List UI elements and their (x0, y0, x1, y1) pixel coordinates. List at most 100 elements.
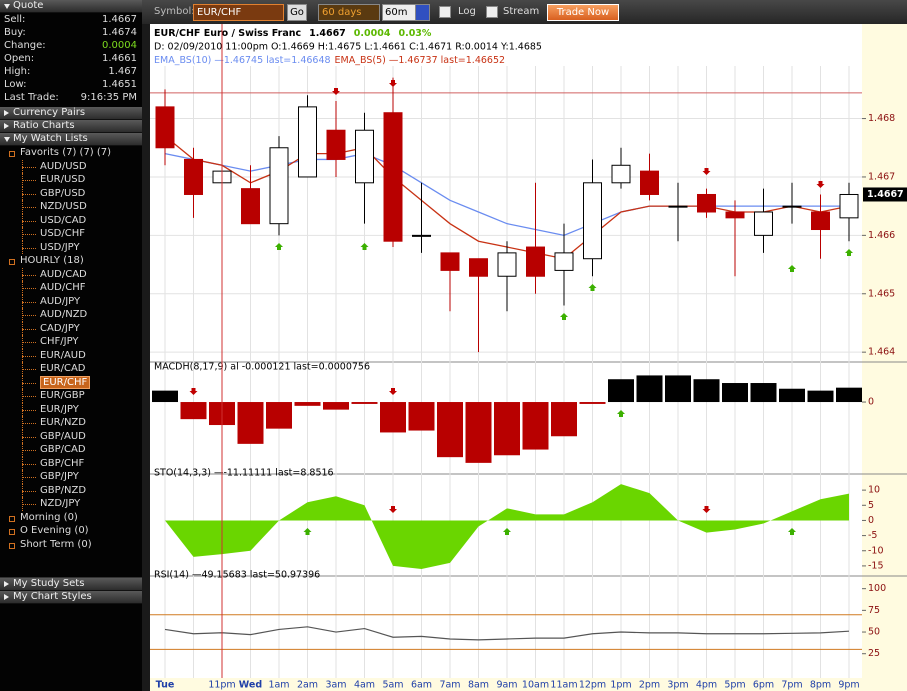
x-tick-label: 1am (268, 680, 289, 691)
candle-body (440, 252, 460, 271)
watch-item[interactable]: AUD/CHF (0, 281, 142, 295)
interval-dropdown[interactable] (415, 4, 430, 21)
candle-body (184, 158, 203, 195)
watch-item[interactable]: EUR/GBP (0, 389, 142, 403)
buy-signal (845, 249, 853, 256)
x-tick-label: 6am (411, 680, 432, 691)
x-tick-label: 11pm (208, 680, 235, 691)
watch-item[interactable]: EUR/JPY (0, 402, 142, 417)
bottom-axis-bg (150, 678, 862, 691)
watch-item[interactable]: CAD/JPY (0, 321, 142, 336)
watch-item[interactable]: GBP/CHF (0, 456, 142, 471)
watch-item[interactable]: USD/JPY (0, 240, 142, 255)
sidebar: Quote Sell: 1.4667 Buy: 1.4674 Change: 0.0004 O… (0, 0, 142, 691)
symbol-label: Symbol: (154, 6, 195, 17)
candle-body (811, 211, 830, 231)
go-button[interactable]: Go (287, 4, 307, 21)
section-header[interactable]: My Study Sets (0, 578, 142, 591)
watch-item[interactable]: AUD/NZD (0, 308, 142, 322)
x-tick-label: 9am (496, 680, 517, 691)
section-header[interactable]: My Chart Styles (0, 591, 142, 604)
plot-bg (150, 24, 862, 678)
quote-header[interactable]: Quote (0, 0, 142, 13)
watch-item[interactable]: USD/CHF (0, 227, 142, 241)
buy-signal (617, 410, 625, 417)
watch-group[interactable]: Favorits (7) (7) (7) (0, 146, 142, 160)
watch-item-label: GBP/NZD (40, 484, 87, 496)
sell-signal (389, 506, 397, 513)
macd-bar (465, 402, 492, 463)
watch-item[interactable]: AUD/JPY (0, 294, 142, 309)
quote-label: Low: (4, 79, 27, 90)
watch-item[interactable]: EUR/AUD (0, 348, 142, 363)
macd-bar (779, 388, 805, 403)
watch-item[interactable]: CHF/JPY (0, 335, 142, 349)
watch-item[interactable]: NZD/JPY (0, 497, 142, 511)
candle-body (554, 252, 574, 271)
section-header[interactable]: My Watch Lists (0, 133, 142, 146)
watch-item[interactable]: GBP/NZD (0, 483, 142, 498)
section-header[interactable]: Ratio Charts (0, 120, 142, 133)
macd-bar (408, 402, 435, 431)
watch-item[interactable]: EUR/NZD (0, 416, 142, 430)
watch-item[interactable]: EUR/CAD (0, 362, 142, 376)
watch-group[interactable]: O Evening (0) (0, 524, 142, 538)
watch-item[interactable]: AUD/USD (0, 159, 142, 174)
watch-item[interactable]: EUR/USD (0, 173, 142, 187)
quote-value: 0.0004 (102, 40, 137, 51)
candle-body (668, 205, 688, 208)
watch-item[interactable]: EUR/CHF (0, 375, 142, 390)
chart: Tue 11pm Wed 1am 2am 3am 4am 5am 6am 7am 8am 9am 10a… (142, 24, 907, 691)
watch-group[interactable]: Morning (0) (0, 511, 142, 525)
title-change-pct: 0.03% (398, 28, 431, 39)
watch-item[interactable]: USD/CAD (0, 213, 142, 228)
macd-bar (608, 379, 634, 403)
buy-signal (788, 528, 796, 535)
quote-label: Open: (4, 53, 35, 64)
macd-bar (180, 402, 207, 420)
macd-bar (522, 402, 549, 450)
y-tick-label: 1.466 (868, 230, 895, 241)
watch-item-label: AUD/USD (40, 160, 87, 172)
title-change: 0.0004 (354, 28, 391, 39)
x-tick-label: 12pm (579, 680, 606, 691)
x-tick-label: 8pm (810, 680, 831, 691)
y-tick-label: -15 (868, 560, 884, 571)
candle-body (355, 129, 374, 184)
x-tick-label: Tue (156, 680, 175, 691)
watch-group[interactable]: Short Term (0) (0, 538, 142, 552)
watch-item-label: EUR/JPY (40, 403, 79, 415)
candle-body (497, 252, 517, 277)
candle-body (155, 106, 175, 149)
macd-bar (266, 402, 292, 429)
quote-row: Sell: 1.4667 (0, 13, 142, 26)
trade-button[interactable]: Trade Now (547, 4, 619, 21)
sell-signal (702, 506, 711, 513)
watch-item[interactable]: GBP/CAD (0, 443, 142, 457)
watch-item-label: GBP/USD (40, 187, 86, 199)
toolbar: Symbol: EUR/CHF Go 60 days 60m Log Strea… (142, 0, 907, 24)
watch-item[interactable]: GBP/JPY (0, 470, 142, 484)
rsi-line (164, 626, 850, 641)
watch-item[interactable]: GBP/USD (0, 186, 142, 201)
y-tick-label: 50 (868, 627, 880, 638)
range-select[interactable]: 60 days (318, 4, 380, 21)
section-header[interactable]: Currency Pairs (0, 107, 142, 120)
watch-item-label: EUR/CHF (40, 375, 91, 389)
buy-signal (275, 243, 283, 250)
macd-bar (437, 402, 463, 458)
watch-item[interactable]: GBP/AUD (0, 429, 142, 444)
watch-item[interactable]: AUD/CAD (0, 267, 142, 282)
watch-item-label: GBP/CAD (40, 444, 86, 455)
buy-signal (503, 528, 511, 535)
macd-bar (323, 402, 349, 410)
log-checkbox[interactable] (439, 6, 451, 18)
buy-signal (360, 243, 369, 250)
watch-item-label: EUR/CAD (40, 363, 86, 374)
watch-item[interactable]: NZD/USD (0, 200, 142, 214)
watch-item-label: CHF/JPY (40, 336, 79, 347)
symbol-input[interactable]: EUR/CHF (193, 4, 284, 21)
y-tick-label: 10 (868, 485, 880, 496)
stream-checkbox[interactable] (486, 6, 498, 18)
watch-group[interactable]: HOURLY (18) (0, 254, 142, 268)
